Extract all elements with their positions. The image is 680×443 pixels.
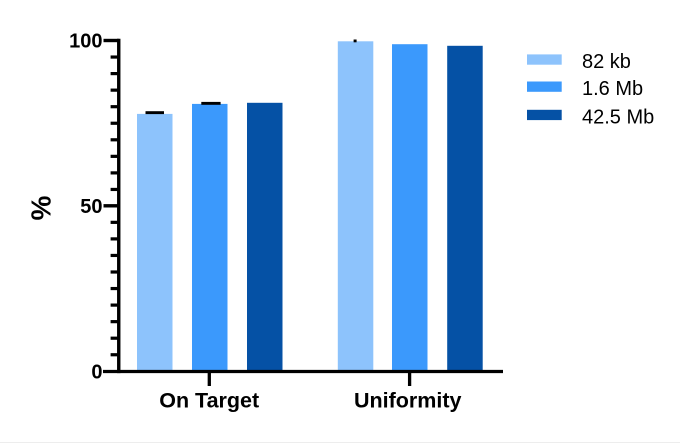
- svg-text:50: 50: [80, 196, 102, 218]
- svg-text:Uniformity: Uniformity: [354, 388, 462, 412]
- svg-text:0: 0: [91, 362, 102, 384]
- svg-text:100: 100: [69, 31, 102, 53]
- svg-text:%: %: [25, 195, 56, 220]
- svg-text:On Target: On Target: [159, 388, 259, 412]
- svg-text:1.6 Mb: 1.6 Mb: [582, 78, 643, 100]
- svg-text:42.5 Mb: 42.5 Mb: [582, 106, 654, 128]
- svg-text:82 kb: 82 kb: [582, 51, 631, 73]
